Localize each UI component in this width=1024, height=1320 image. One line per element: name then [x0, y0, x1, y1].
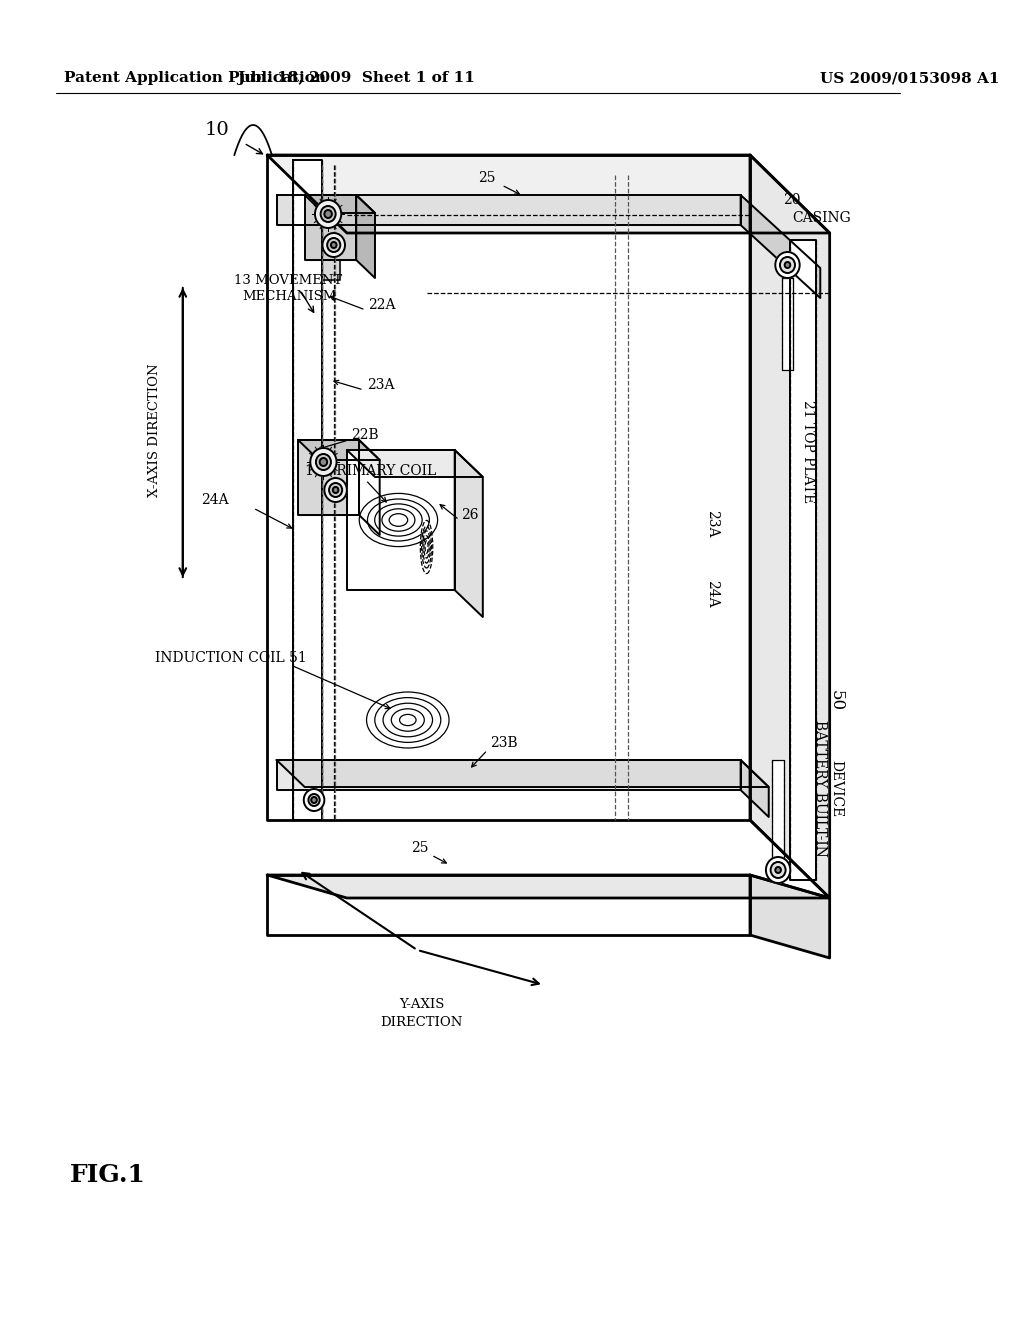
Text: 26: 26 [461, 508, 479, 521]
Text: Y-AXIS: Y-AXIS [399, 998, 444, 1011]
Polygon shape [359, 440, 380, 535]
Polygon shape [267, 154, 750, 820]
Polygon shape [750, 154, 829, 898]
Polygon shape [347, 450, 482, 477]
Text: 50: 50 [827, 690, 845, 711]
Polygon shape [347, 450, 455, 590]
Text: Jun. 18, 2009  Sheet 1 of 11: Jun. 18, 2009 Sheet 1 of 11 [238, 71, 475, 84]
Polygon shape [740, 760, 769, 817]
Text: 22B: 22B [351, 428, 379, 442]
Circle shape [310, 447, 337, 477]
Polygon shape [740, 195, 820, 298]
Text: X-AXIS DIRECTION: X-AXIS DIRECTION [148, 363, 161, 496]
Circle shape [316, 454, 331, 470]
Circle shape [775, 252, 800, 279]
Circle shape [329, 483, 342, 498]
Text: MECHANISM: MECHANISM [242, 289, 336, 302]
Polygon shape [356, 195, 375, 279]
Text: DIRECTION: DIRECTION [381, 1015, 463, 1028]
Circle shape [780, 257, 795, 273]
Circle shape [319, 458, 328, 466]
Circle shape [784, 261, 791, 268]
Polygon shape [298, 440, 380, 459]
Polygon shape [267, 875, 750, 935]
Circle shape [771, 862, 785, 878]
Circle shape [775, 867, 781, 873]
Text: 24A: 24A [202, 492, 229, 507]
Polygon shape [782, 279, 794, 370]
Text: BATTERY BUILT-IN: BATTERY BUILT-IN [813, 719, 827, 857]
Text: 25: 25 [478, 172, 496, 185]
Circle shape [325, 478, 347, 502]
Circle shape [328, 238, 340, 252]
Circle shape [766, 857, 791, 883]
Text: 24A: 24A [706, 579, 720, 607]
Text: 25: 25 [411, 841, 428, 855]
Text: 23B: 23B [490, 737, 518, 750]
Polygon shape [276, 760, 769, 787]
Circle shape [321, 206, 336, 222]
Text: 20: 20 [782, 193, 801, 207]
Text: 21 TOP PLATE: 21 TOP PLATE [801, 400, 815, 503]
Circle shape [331, 242, 337, 248]
Text: 10: 10 [205, 121, 229, 139]
Polygon shape [750, 875, 829, 958]
Text: 22A: 22A [369, 298, 396, 312]
Circle shape [304, 789, 325, 810]
Circle shape [325, 210, 332, 218]
Text: INDUCTION COIL 51: INDUCTION COIL 51 [155, 651, 306, 665]
Polygon shape [294, 160, 323, 820]
Circle shape [323, 234, 345, 257]
Text: FIG.1: FIG.1 [71, 1163, 146, 1187]
Polygon shape [455, 450, 482, 616]
Circle shape [315, 201, 341, 228]
Polygon shape [791, 240, 815, 880]
Text: US 2009/0153098 A1: US 2009/0153098 A1 [820, 71, 999, 84]
Polygon shape [276, 195, 740, 224]
Text: DEVICE: DEVICE [829, 760, 843, 817]
Text: Patent Application Publication: Patent Application Publication [63, 71, 326, 84]
Polygon shape [305, 195, 356, 260]
Text: CASING: CASING [793, 211, 851, 224]
Circle shape [333, 487, 338, 492]
Polygon shape [298, 440, 359, 515]
Text: 23A: 23A [706, 510, 720, 537]
Polygon shape [276, 760, 740, 789]
Polygon shape [305, 195, 375, 213]
Polygon shape [267, 154, 829, 234]
Text: 13 MOVEMENT: 13 MOVEMENT [234, 273, 343, 286]
Polygon shape [772, 760, 783, 858]
Circle shape [308, 795, 319, 807]
Text: 11 PRIMARY COIL: 11 PRIMARY COIL [305, 465, 436, 478]
Circle shape [311, 797, 316, 803]
Polygon shape [322, 260, 340, 280]
Text: 23A: 23A [368, 378, 395, 392]
Polygon shape [267, 875, 829, 898]
